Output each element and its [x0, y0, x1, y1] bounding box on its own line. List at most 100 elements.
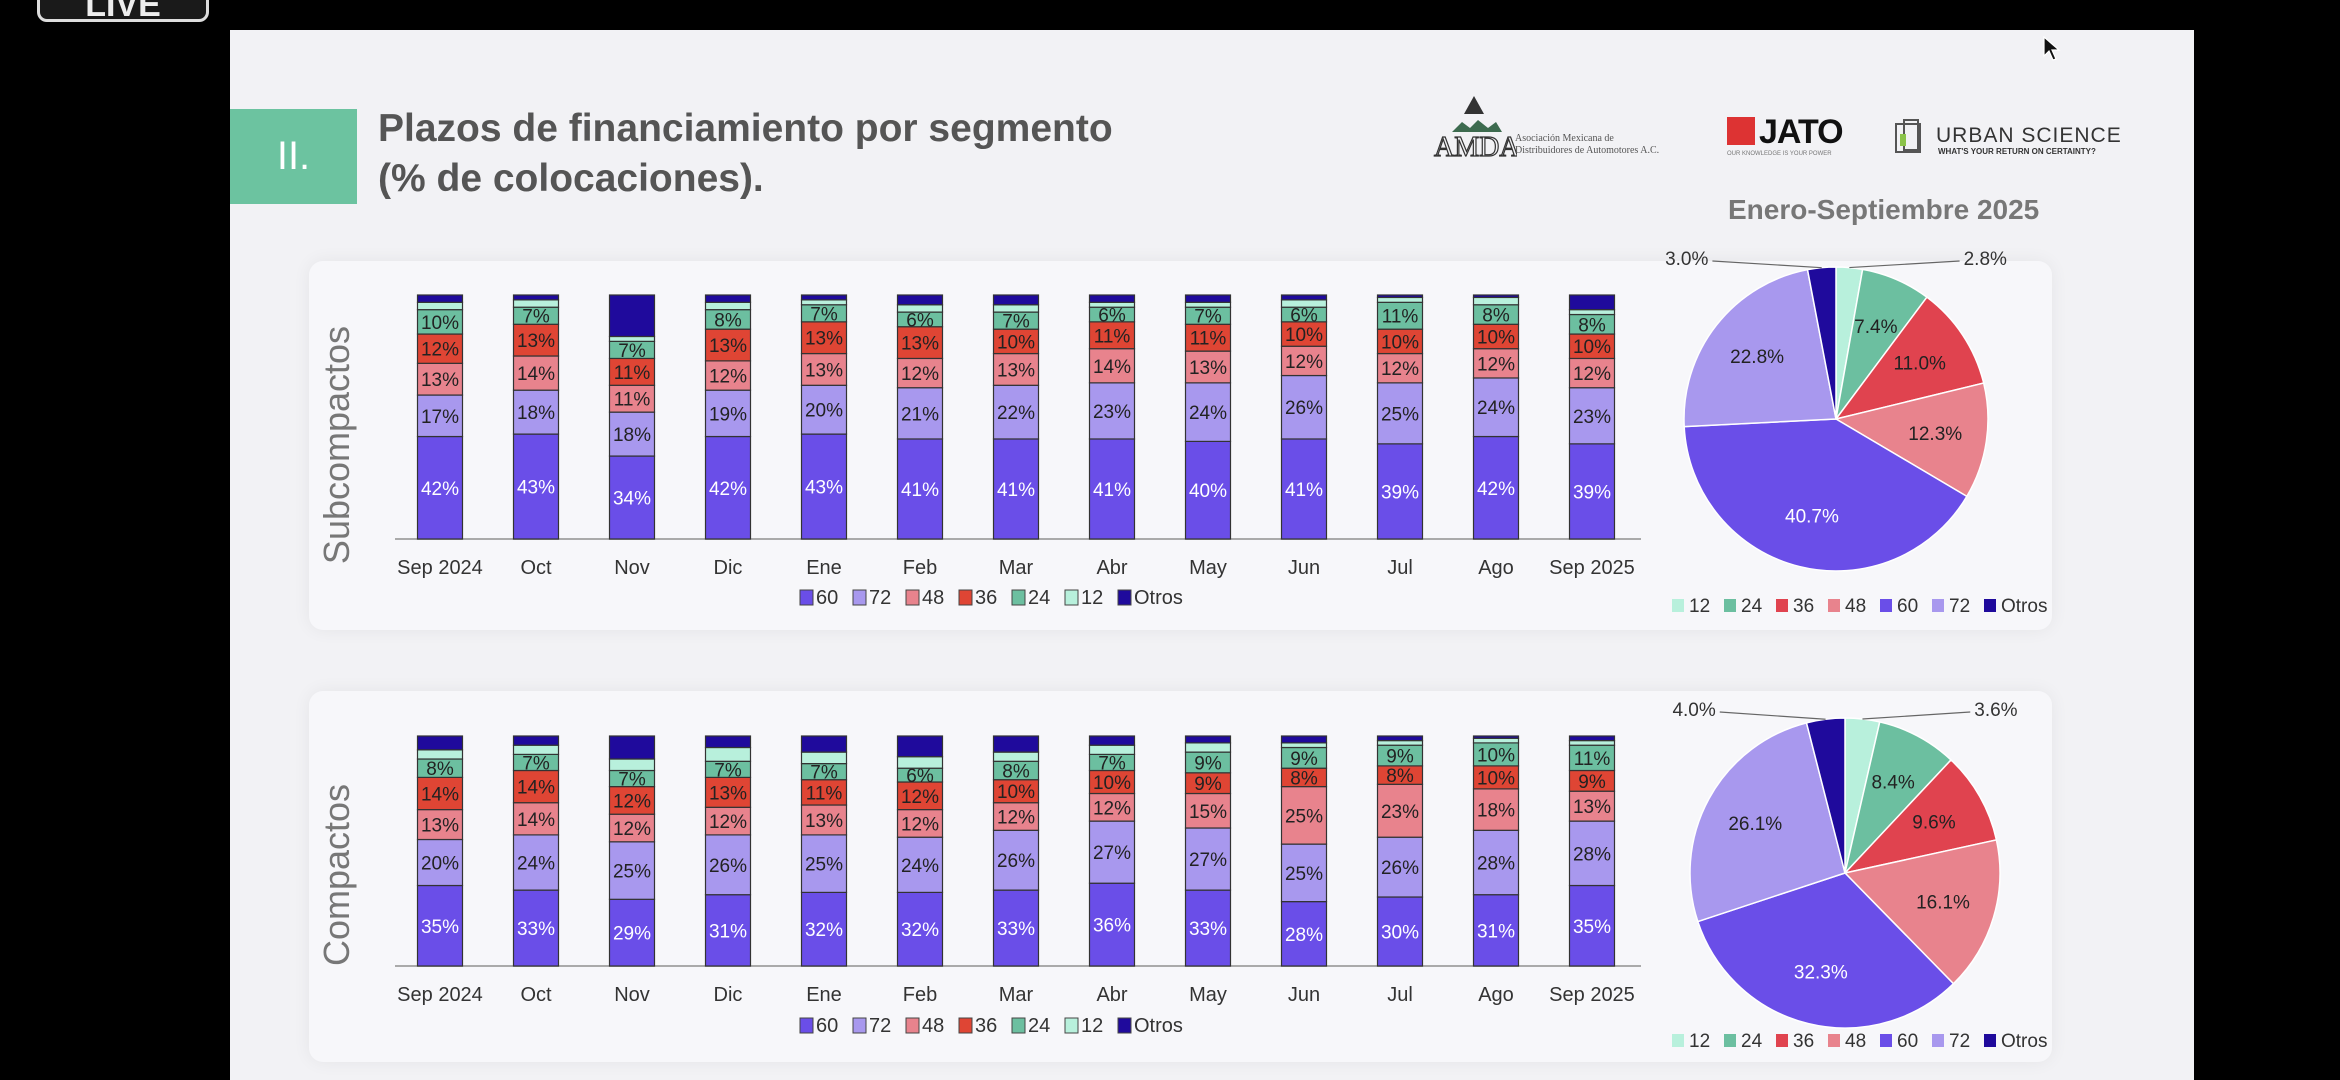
bar-segment-72 [512, 834, 560, 891]
pie-slice-36 [1842, 758, 1998, 875]
bar-value-label: 23% [1381, 802, 1419, 823]
bar-value-label: 7% [618, 770, 646, 791]
urban-science-icon [1895, 119, 1921, 153]
bar-segment-60 [1280, 438, 1328, 540]
bar-segment-60 [704, 435, 752, 540]
bar-value-label: 11% [614, 390, 651, 411]
bar-value-label: 33% [517, 919, 555, 940]
bar-value-label: 8% [1002, 762, 1030, 783]
bar-segment-Otros [1376, 294, 1424, 299]
bar-segment-48 [704, 806, 752, 836]
bar-value-label: 10% [1381, 332, 1419, 353]
pie-legend-swatch-Otros [1984, 599, 1996, 612]
bar-value-label: 27% [1093, 843, 1131, 864]
pie-value-label: 9.6% [1912, 813, 1955, 834]
bar-segment-12 [608, 335, 656, 342]
pie-legend-label: 48 [1845, 1031, 1866, 1052]
bar-value-label: 41% [901, 480, 939, 501]
bar-segment-60 [1184, 440, 1232, 540]
legend-label: 24 [1028, 1015, 1050, 1037]
bar-value-label: 41% [997, 480, 1035, 501]
pie-legend-swatch-12 [1672, 599, 1684, 612]
x-tick-label: Sep 2025 [1549, 557, 1635, 579]
amda-logo: AMDA [1433, 96, 1517, 164]
pie-slice-36 [1834, 296, 1985, 421]
bar-value-label: 24% [1477, 398, 1515, 419]
bar-segment-Otros [1184, 294, 1232, 303]
bar-value-label: 43% [805, 478, 843, 499]
bar-segment-60 [704, 894, 752, 967]
bar-segment-12 [1280, 299, 1328, 308]
pie-legend-label: 72 [1949, 1031, 1970, 1052]
bar-value-label: 13% [1189, 358, 1227, 379]
bar-value-label: 12% [1285, 352, 1323, 373]
period-label: Enero-Septiembre 2025 [1728, 194, 2040, 225]
live-badge: LIVE [37, 0, 209, 24]
bar-value-label: 18% [613, 425, 651, 446]
bar-value-label: 7% [1194, 307, 1222, 328]
bar-value-label: 28% [1477, 854, 1515, 875]
bar-value-label: 13% [901, 334, 939, 355]
jato-logo: JATO [1727, 113, 1844, 152]
bar-segment-72 [704, 834, 752, 896]
bar-value-label: 6% [906, 766, 934, 787]
bar-segment-72 [800, 834, 848, 894]
bar-value-label: 24% [901, 856, 939, 877]
bar-value-label: 7% [522, 307, 550, 328]
bar-segment-60 [608, 898, 656, 967]
pie-legend-swatch-36 [1776, 599, 1788, 612]
bar-segment-36 [1472, 323, 1520, 350]
x-tick-label: Sep 2024 [397, 984, 483, 1006]
bar-value-label: 10% [1477, 327, 1515, 348]
pie-slice-48 [1834, 382, 1989, 498]
pie-leader-line [1719, 711, 1826, 720]
mouse-cursor-icon [2043, 36, 2061, 61]
bar-segment-48 [1568, 790, 1616, 822]
pie-legend-label: 72 [1949, 596, 1970, 617]
bar-segment-12 [1088, 744, 1136, 756]
bar-value-label: 42% [709, 479, 747, 500]
bar-value-label: 28% [1285, 925, 1323, 946]
bar-value-label: 10% [997, 332, 1035, 353]
bar-value-label: 14% [421, 785, 459, 806]
bar-value-label: 26% [1381, 858, 1419, 879]
bar-segment-60 [1568, 443, 1616, 540]
urban-science-name: URBAN SCIENCE [1936, 124, 2122, 147]
bar-segment-48 [896, 808, 944, 838]
pie-legend-swatch-60 [1880, 599, 1892, 612]
legend-swatch-48 [905, 1017, 920, 1034]
pie-value-label: 32.3% [1794, 962, 1848, 983]
pie-value-label: 8.4% [1871, 773, 1914, 794]
legend-swatch-12 [1064, 1017, 1079, 1034]
bar-value-label: 25% [1285, 806, 1323, 827]
bar-segment-60 [992, 889, 1040, 967]
bar-value-label: 42% [1477, 479, 1515, 500]
bar-segment-48 [800, 804, 848, 836]
bar-value-label: 30% [1381, 923, 1419, 944]
bar-segment-60 [512, 433, 560, 540]
bar-segment-72 [1280, 843, 1328, 903]
bar-value-label: 10% [421, 313, 459, 334]
bar-segment-Otros [608, 735, 656, 760]
bar-value-label: 29% [613, 924, 651, 945]
bar-segment-Otros [992, 294, 1040, 306]
bar-value-label: 7% [1098, 753, 1126, 774]
x-tick-label: Ago [1478, 557, 1514, 579]
pie-legend-swatch-72 [1932, 1034, 1944, 1047]
bar-value-label: 42% [421, 479, 459, 500]
bar-value-label: 12% [613, 819, 651, 840]
pie-leader-line [1862, 711, 1971, 720]
bar-value-label: 40% [1189, 481, 1227, 502]
bar-segment-72 [1568, 820, 1616, 887]
pie-legend-swatch-24 [1724, 1034, 1736, 1047]
pie-legend-swatch-60 [1880, 1034, 1892, 1047]
bar-segment-12 [704, 746, 752, 762]
bar-value-label: 10% [1477, 745, 1515, 766]
legend-label: 60 [816, 1015, 838, 1037]
bar-value-label: 39% [1381, 482, 1419, 503]
bar-segment-12 [800, 299, 848, 306]
bar-segment-12 [1472, 737, 1520, 744]
bar-value-label: 10% [1285, 325, 1323, 346]
bar-segment-12 [608, 758, 656, 772]
